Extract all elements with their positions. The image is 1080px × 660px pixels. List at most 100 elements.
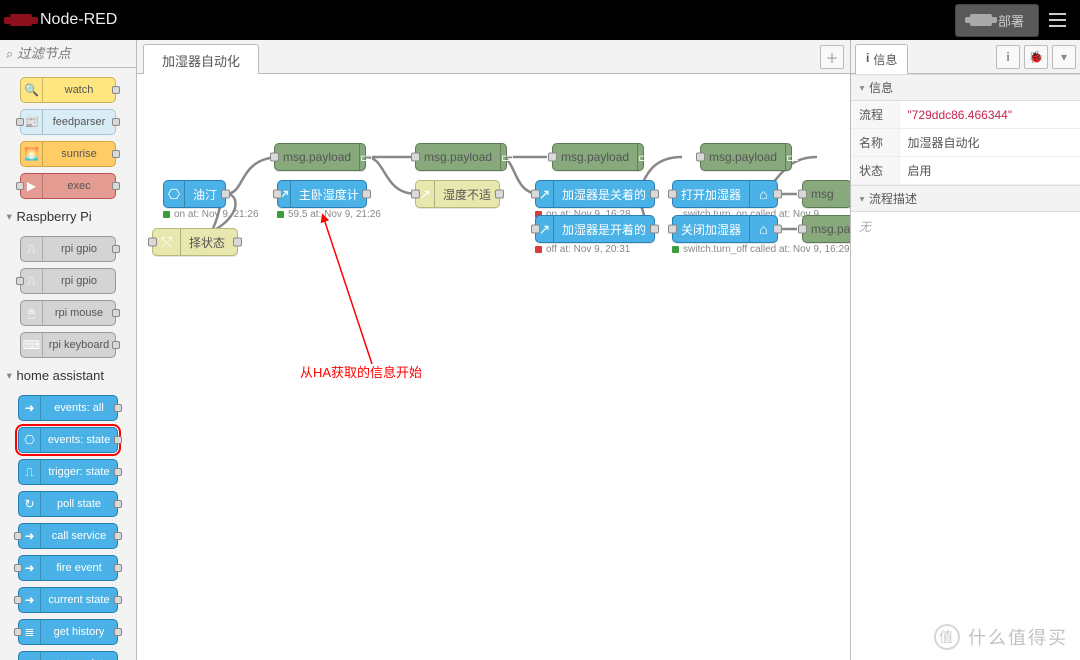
deploy-label: 部署 [998,11,1024,30]
flow-node-icon: ⎔ [164,181,185,207]
node-label: get history [41,626,117,638]
deploy-button[interactable]: 部署 [955,4,1039,37]
sidebar-section-info[interactable]: ▾信息 [851,74,1080,101]
node-label: rpi keyboard [43,339,115,351]
info-key: 状态 [851,157,899,185]
palette-node-exec[interactable]: ▶exec [20,173,116,199]
flow-node-dakai[interactable]: 打开加湿器⌂ [672,180,778,208]
flow-node-label: msg.payload [701,150,785,164]
palette-node-call-service[interactable]: ➜call service [18,523,118,549]
info-value: "729ddc86.466344" [899,101,1080,129]
palette-category[interactable]: ▾home assistant [0,364,136,392]
palette-node-get-history[interactable]: ≣get history [18,619,118,645]
watermark: 值 什么值得买 [934,624,1068,650]
flow-node-label: msg.payload [275,150,359,164]
node-label: watch [43,84,115,96]
palette-category[interactable]: ▾Raspberry Pi [0,205,136,233]
palette-node-events-state[interactable]: ⎔events: state [18,427,118,453]
sidebar-more-btn[interactable]: ▾ [1052,45,1076,69]
flow-node-xuanze[interactable]: ⤲择状态 [152,228,238,256]
node-label: fire event [41,562,117,574]
node-label: events: all [41,402,117,414]
flow-node-guanbi[interactable]: 关闭加湿器⌂ [672,215,778,243]
info-key: 流程 [851,101,899,129]
flow-node-d5[interactable]: msg [802,180,850,208]
workspace: 加湿器自动化 ＋ ⎔油汀on at: Nov 9, 21:26⤲择状态msg.p… [137,40,850,660]
deploy-icon [970,14,992,26]
palette-node-fire-event[interactable]: ➜fire event [18,555,118,581]
main-menu-button[interactable] [1045,6,1070,34]
palette-node-feedparser[interactable]: 📰feedparser [20,109,116,135]
info-row: 流程"729ddc86.466344" [851,101,1080,129]
flow-node-d2[interactable]: msg.payload▭ [415,143,507,171]
sidebar-section-desc[interactable]: ▾流程描述 [851,185,1080,212]
palette-filter-input[interactable] [17,46,107,61]
info-row: 状态启用 [851,157,1080,185]
watermark-icon: 值 [934,624,960,650]
flow-node-label: msg.payload [416,150,500,164]
add-flow-button[interactable]: ＋ [820,45,844,69]
flow-node-label: 油汀 [185,186,225,203]
flow-node-youding[interactable]: ⎔油汀 [163,180,226,208]
node-icon: ➜ [19,396,41,420]
node-label: rpi mouse [43,307,115,319]
node-icon: ≣ [19,620,41,644]
node-icon: ⎍ [21,269,43,293]
palette-node-watch[interactable]: 🔍watch [20,77,116,103]
info-row: 名称加湿器自动化 [851,129,1080,157]
app-logo-icon [10,14,32,26]
node-icon: 🖱 [21,301,43,325]
sidebar-tabs: i 信息 i 🐞 ▾ [851,40,1080,74]
palette-node-rpi-mouse[interactable]: 🖱rpi mouse [20,300,116,326]
node-icon: ➜ [19,524,41,548]
palette-node-get-template[interactable]: ≣get template [18,651,118,660]
node-label: rpi gpio [43,243,115,255]
flow-node-kai[interactable]: ↗加湿器是开着的 [535,215,655,243]
palette-node-rpi-gpio[interactable]: ⎍rpi gpio [20,268,116,294]
flow-node-d4[interactable]: msg.payload▭ [700,143,792,171]
flow-node-label: msg [803,187,842,201]
flow-node-shidu[interactable]: ↗湿度不适 [415,180,500,208]
node-label: trigger: state [41,466,117,478]
node-icon: ➜ [19,588,41,612]
node-label: exec [43,180,115,192]
flow-node-label: 主卧湿度计 [291,186,367,203]
palette-node-sunrise[interactable]: 🌅sunrise [20,141,116,167]
node-icon: ⎍ [21,237,43,261]
node-icon: ⌨ [21,333,43,357]
node-icon: ⎍ [19,460,41,484]
flow-node-guan[interactable]: ↗加湿器是关着的 [535,180,655,208]
info-value: 启用 [899,157,1080,185]
palette-node-current-state[interactable]: ➜current state [18,587,118,613]
search-icon: ⌕ [6,46,13,62]
flow-node-icon: ⤲ [153,229,181,255]
flow-node-d6[interactable]: msg.paylo [802,215,850,243]
flow-description: 无 [851,212,1080,241]
palette-node-trigger-state[interactable]: ⎍trigger: state [18,459,118,485]
node-icon: ➜ [19,556,41,580]
flow-tab-active[interactable]: 加湿器自动化 [143,44,259,74]
flow-node-status: on at: Nov 9, 21:26 [163,209,259,220]
node-icon: 🌅 [21,142,43,166]
palette-node-poll-state[interactable]: ↻poll state [18,491,118,517]
palette-node-events-all[interactable]: ➜events: all [18,395,118,421]
info-icon: i [866,51,869,74]
flow-canvas[interactable]: ⎔油汀on at: Nov 9, 21:26⤲择状态msg.payload▭↗主… [137,74,850,660]
flow-node-icon: ▭ [637,144,651,170]
flow-node-label: 湿度不适 [435,186,499,203]
sidebar-tab-info-btn[interactable]: i [996,45,1020,69]
sidebar-tab-debug-btn[interactable]: 🐞 [1024,45,1048,69]
flow-node-label: 关闭加湿器 [673,221,749,238]
palette-node-rpi-gpio[interactable]: ⎍rpi gpio [20,236,116,262]
flow-node-d3[interactable]: msg.payload▭ [552,143,644,171]
flow-node-icon: ▭ [359,144,373,170]
node-icon: 🔍 [21,78,43,102]
flow-node-d1[interactable]: msg.payload▭ [274,143,366,171]
sidebar-tab-info[interactable]: i 信息 [855,44,908,74]
palette-node-rpi-keyboard[interactable]: ⌨rpi keyboard [20,332,116,358]
flow-node-icon: ▭ [500,144,514,170]
flow-node-zhuwo[interactable]: ↗主卧湿度计 [277,180,367,208]
palette-body[interactable]: 🔍watch 📰feedparser 🌅sunrise ▶exec ▾Raspberry… [0,68,136,660]
app-title: Node-RED [40,11,117,29]
info-key: 名称 [851,129,899,157]
